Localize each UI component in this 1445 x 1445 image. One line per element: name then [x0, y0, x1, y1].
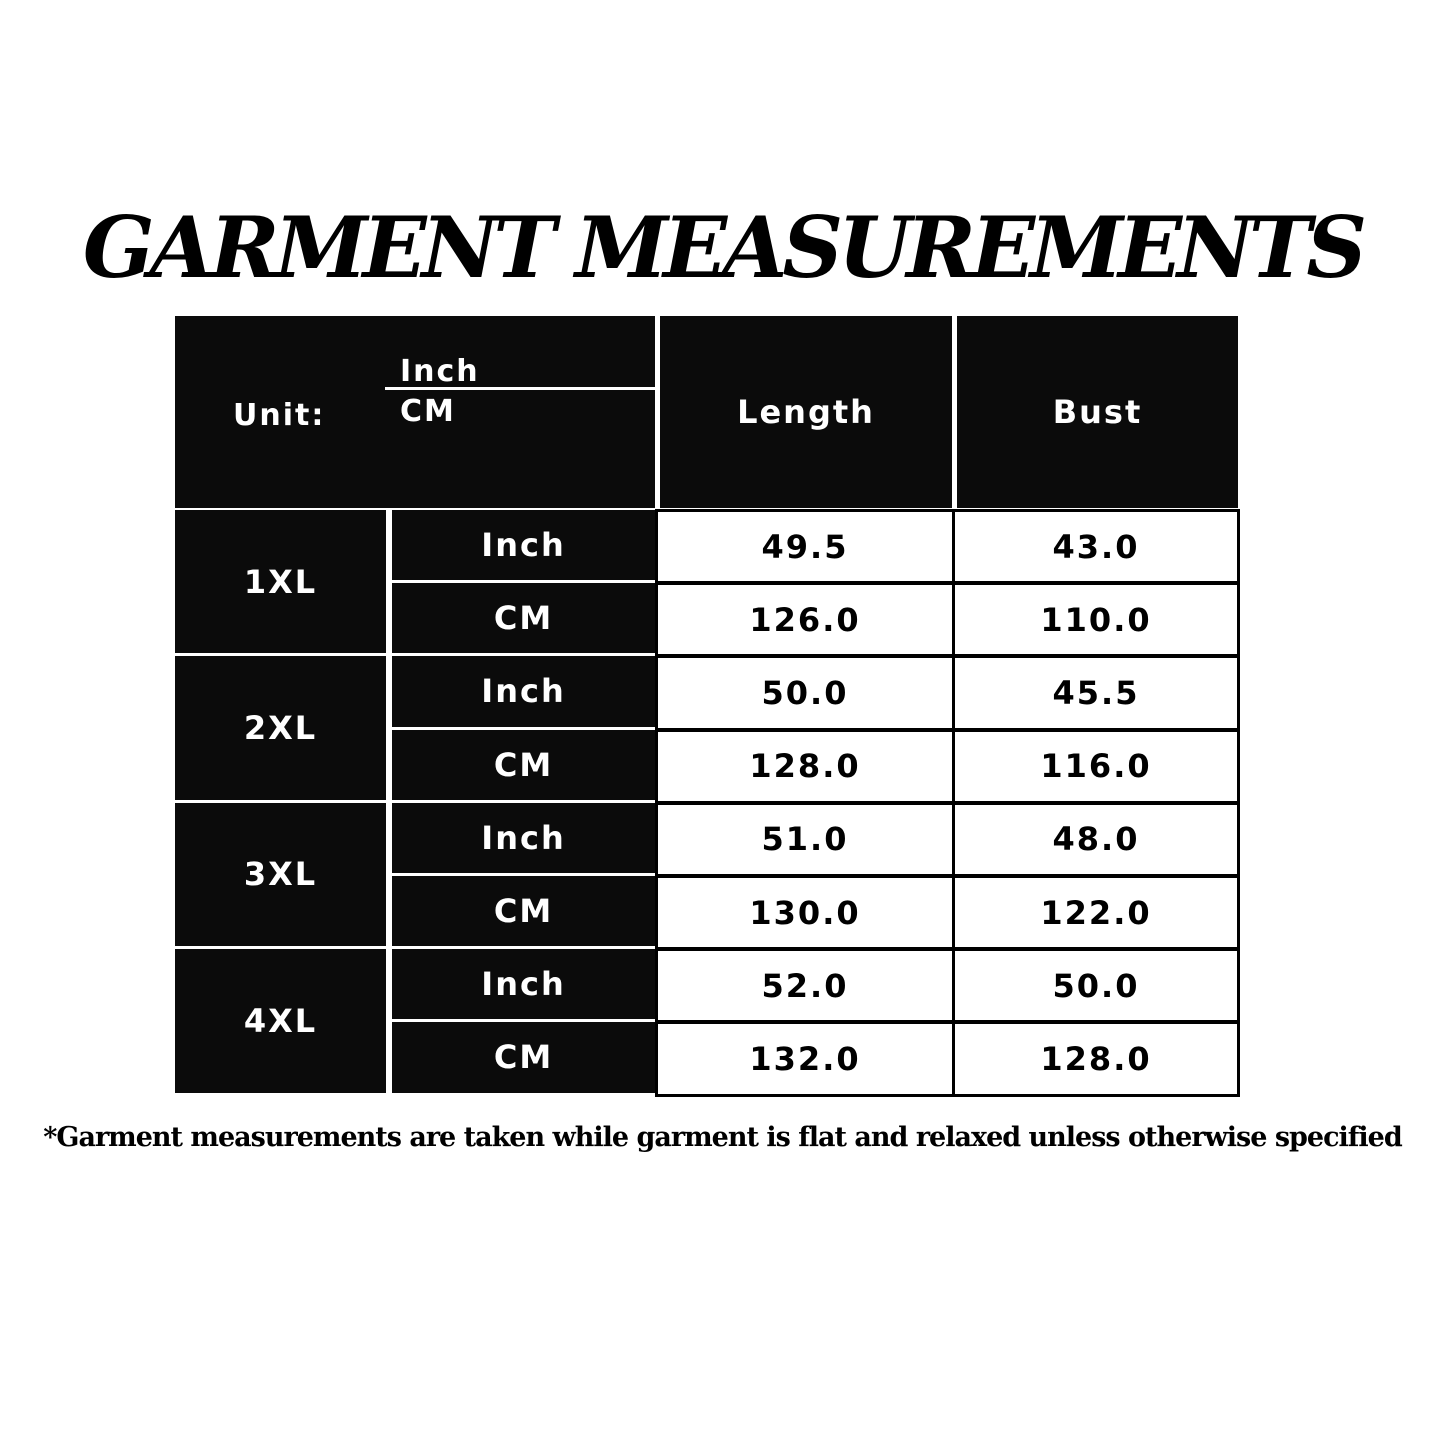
- bust-value: 110.0: [952, 582, 1240, 658]
- bust-value: 116.0: [952, 728, 1240, 804]
- length-value: 49.5: [655, 509, 955, 585]
- unit-label: CM: [392, 729, 655, 800]
- unit-label: Unit:: [233, 398, 326, 433]
- column-header-bust: Bust: [957, 316, 1238, 508]
- page-title: GARMENT MEASUREMENTS: [82, 198, 1367, 297]
- bust-value: 43.0: [952, 509, 1240, 585]
- unit-label: CM: [392, 1022, 655, 1093]
- length-value: 51.0: [655, 801, 955, 877]
- bust-value: 48.0: [952, 801, 1240, 877]
- size-label: 3XL: [175, 802, 386, 947]
- size-label: 4XL: [175, 949, 386, 1093]
- bust-value: 128.0: [952, 1021, 1240, 1097]
- unit-header-cell: Unit: Inch CM: [175, 316, 655, 508]
- length-value: 130.0: [655, 875, 955, 951]
- bust-value: 45.5: [952, 655, 1240, 731]
- bust-value: 50.0: [952, 948, 1240, 1024]
- unit-label: CM: [392, 876, 655, 947]
- length-value: 50.0: [655, 655, 955, 731]
- unit-divider: [385, 387, 655, 390]
- column-header-length: Length: [660, 316, 952, 508]
- unit-label: Inch: [392, 949, 655, 1020]
- footnote: *Garment measurements are taken while ga…: [43, 1122, 1402, 1153]
- length-value: 52.0: [655, 948, 955, 1024]
- bust-value: 122.0: [952, 875, 1240, 951]
- unit-inch-label: Inch: [400, 354, 480, 389]
- unit-label: Inch: [392, 510, 655, 581]
- unit-cm-label: CM: [400, 394, 456, 429]
- size-label: 2XL: [175, 656, 386, 800]
- unit-label: Inch: [392, 656, 655, 727]
- length-value: 126.0: [655, 582, 955, 658]
- length-value: 132.0: [655, 1021, 955, 1097]
- length-value: 128.0: [655, 728, 955, 804]
- size-label: 1XL: [175, 510, 386, 654]
- unit-label: CM: [392, 583, 655, 654]
- unit-label: Inch: [392, 802, 655, 873]
